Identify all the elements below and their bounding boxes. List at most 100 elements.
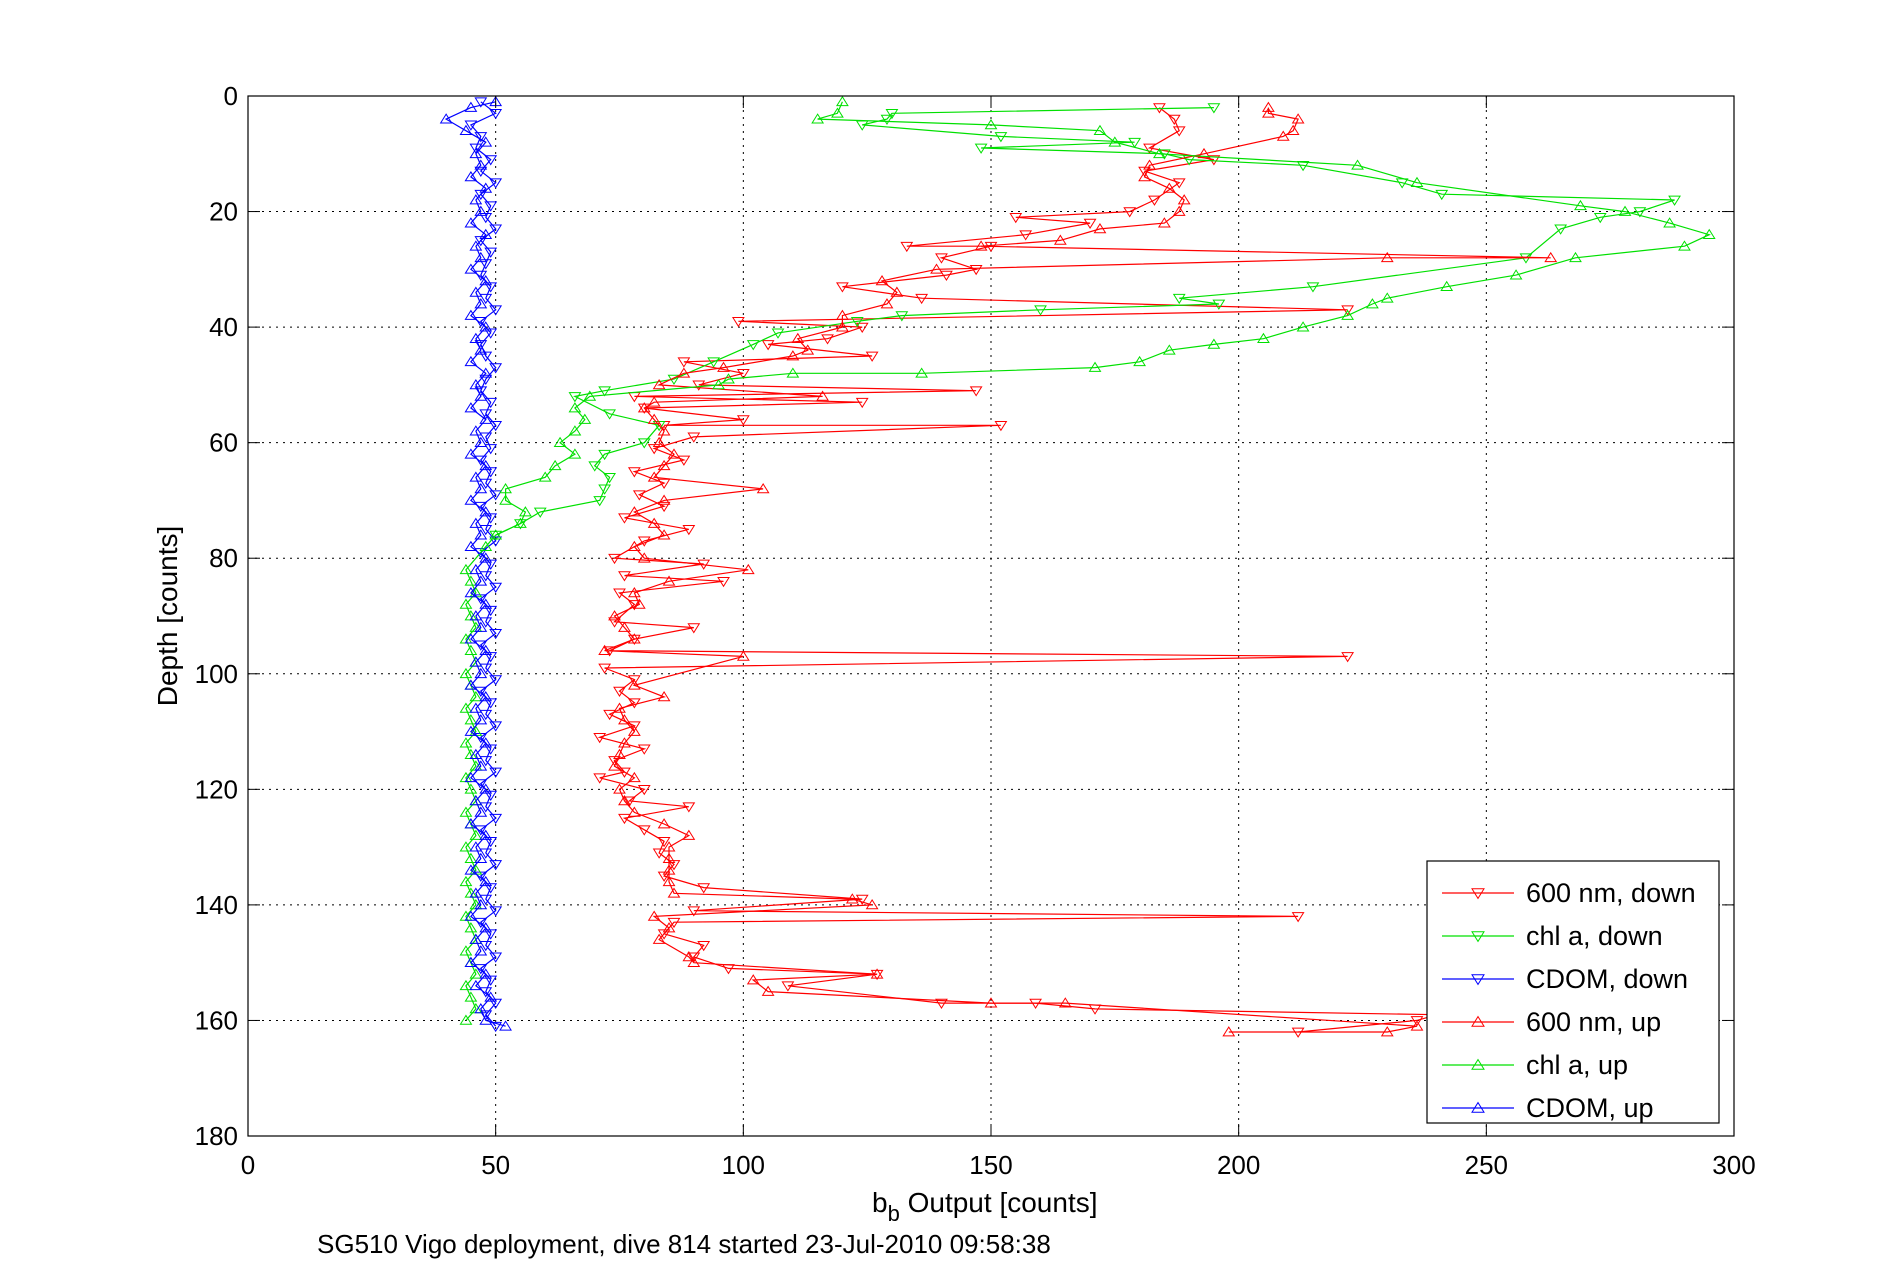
y-tick-label: 0 — [224, 81, 238, 111]
data-point — [479, 709, 493, 721]
data-point — [1053, 234, 1067, 245]
data-point — [935, 253, 948, 264]
data-point — [652, 420, 666, 432]
data-point — [479, 737, 493, 748]
data-point — [1128, 137, 1142, 149]
x-tick-label: 150 — [969, 1150, 1012, 1180]
data-point — [1569, 251, 1582, 263]
data-point — [647, 517, 661, 528]
data-point — [1143, 159, 1156, 170]
series-layer — [439, 95, 1716, 1038]
data-point — [484, 282, 498, 293]
data-point — [474, 871, 488, 882]
y-axis-label: Depth [counts] — [152, 526, 183, 707]
data-point — [464, 448, 478, 459]
data-point — [489, 420, 503, 432]
data-point — [469, 887, 483, 898]
data-point — [484, 444, 498, 455]
data-point — [489, 490, 503, 501]
data-point — [479, 644, 493, 656]
data-point — [464, 852, 478, 864]
data-point — [1618, 205, 1632, 216]
data-point — [469, 563, 483, 575]
data-point — [1678, 240, 1691, 251]
series-3 — [598, 101, 1558, 1037]
legend-marker — [1471, 1058, 1485, 1070]
data-point — [489, 998, 503, 1010]
data-point — [657, 929, 671, 940]
data-point — [474, 390, 488, 401]
x-tick-labels: 0 50 100 150 200 250 300 — [241, 1150, 1756, 1180]
data-point — [598, 449, 612, 461]
data-point — [474, 1002, 488, 1014]
data-point — [835, 95, 849, 107]
data-point — [801, 344, 815, 355]
data-point — [662, 864, 676, 875]
data-point — [1296, 321, 1310, 332]
data-point — [479, 540, 493, 552]
data-point — [1574, 199, 1587, 211]
data-point — [479, 617, 493, 628]
data-point — [618, 813, 631, 825]
data-point — [479, 894, 493, 906]
x-axis-label: bb Output [counts] — [872, 1187, 1098, 1226]
data-point — [479, 506, 493, 517]
data-point — [484, 929, 498, 940]
data-point — [489, 582, 503, 594]
data-point — [697, 940, 711, 952]
data-point — [474, 806, 488, 817]
series-line — [597, 107, 1437, 1033]
data-point — [479, 478, 493, 490]
data-point — [479, 756, 493, 767]
data-point — [647, 413, 661, 424]
data-point — [479, 409, 493, 420]
series-5 — [439, 95, 512, 1031]
data-point — [474, 270, 488, 282]
data-point — [637, 403, 651, 414]
data-point — [618, 714, 631, 725]
data-point — [464, 494, 478, 505]
data-point — [865, 898, 879, 910]
data-point — [835, 309, 849, 320]
data-point — [1509, 269, 1523, 280]
data-point — [637, 825, 651, 836]
data-point — [474, 964, 488, 975]
data-point — [637, 552, 651, 563]
series-line — [465, 101, 1711, 1021]
data-point — [474, 205, 488, 216]
data-point — [464, 818, 478, 829]
data-point — [583, 390, 597, 401]
data-point — [811, 113, 825, 124]
data-point — [652, 436, 666, 448]
data-point — [1162, 182, 1176, 193]
legend-label: chl a, up — [1526, 1050, 1628, 1080]
data-point — [627, 467, 641, 478]
caption: SG510 Vigo deployment, dive 814 started … — [317, 1229, 1051, 1259]
x-tick-label: 50 — [481, 1150, 510, 1180]
data-point — [479, 182, 493, 193]
data-point — [791, 332, 805, 344]
data-point — [469, 829, 483, 840]
data-point — [613, 588, 626, 599]
data-point — [459, 563, 473, 575]
data-point — [459, 124, 473, 136]
data-point — [974, 143, 988, 154]
data-point — [538, 471, 552, 482]
data-point — [974, 240, 988, 251]
data-point — [736, 650, 750, 661]
data-point — [464, 910, 478, 921]
data-point — [935, 998, 948, 1010]
data-point — [1410, 1016, 1424, 1027]
y-tick-label: 80 — [209, 543, 238, 573]
data-point — [474, 97, 488, 108]
data-point — [474, 779, 488, 790]
data-point — [479, 136, 493, 147]
data-point — [474, 344, 488, 355]
data-point — [479, 351, 493, 362]
data-point — [652, 933, 666, 944]
data-point — [459, 667, 473, 679]
data-point — [489, 813, 503, 825]
data-point — [677, 455, 691, 466]
data-point — [489, 363, 503, 374]
